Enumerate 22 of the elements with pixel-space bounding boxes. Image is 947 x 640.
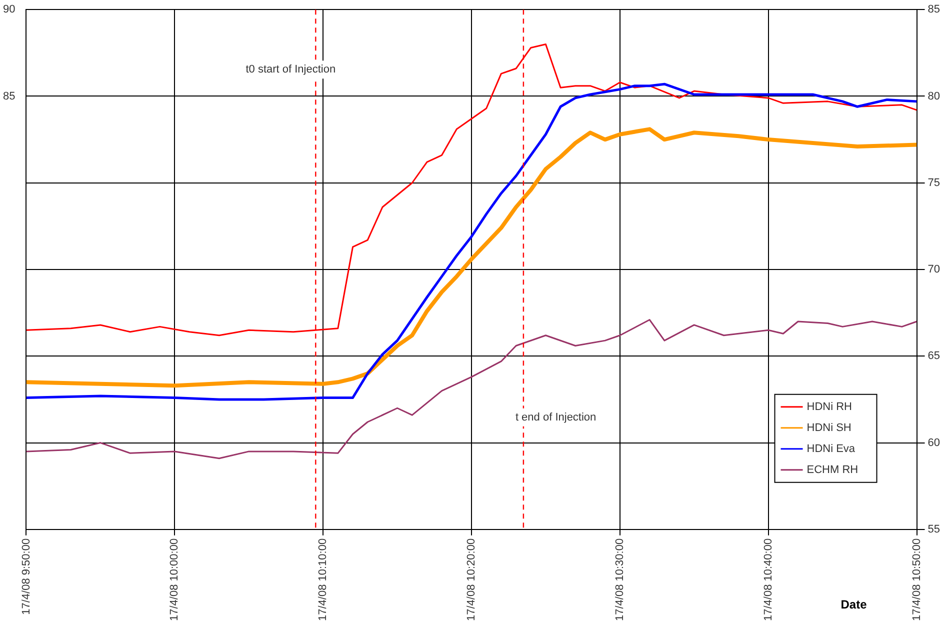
legend-label: ECHM RH bbox=[806, 464, 858, 476]
legend-label: HDNi SH bbox=[806, 422, 852, 434]
x-tick-label: 17/4/08 10:00:00 bbox=[168, 538, 181, 622]
x-axis-title: Date bbox=[840, 598, 868, 612]
x-tick-label: 17/4/08 10:30:00 bbox=[614, 538, 626, 622]
legend-label: HDNi RH bbox=[806, 400, 852, 413]
y-tick-label: 90 bbox=[2, 4, 16, 16]
x-tick-label: 17/4/08 10:40:00 bbox=[762, 538, 774, 622]
y2-tick-label: 85 bbox=[928, 4, 940, 16]
x-tick-label: 17/4/08 9:50:00 bbox=[20, 538, 32, 615]
y2-tick-label: 80 bbox=[928, 90, 940, 102]
y2-tick-label: 55 bbox=[928, 523, 940, 536]
legend-label: HDNi Eva bbox=[806, 442, 856, 455]
x-tick-label: 17/4/08 10:20:00 bbox=[466, 538, 478, 622]
y2-tick-label: 70 bbox=[928, 264, 940, 276]
x-tick-label: 17/4/08 10:10:00 bbox=[317, 538, 330, 622]
x-tick-label: 17/4/08 10:50:00 bbox=[910, 538, 923, 622]
y2-tick-label: 75 bbox=[928, 176, 940, 189]
ref-line-label: t end of Injection bbox=[515, 411, 596, 424]
y2-tick-label: 65 bbox=[928, 350, 940, 362]
y2-tick-label: 60 bbox=[928, 436, 940, 449]
ref-line-label: t0 start of Injection bbox=[246, 64, 336, 76]
